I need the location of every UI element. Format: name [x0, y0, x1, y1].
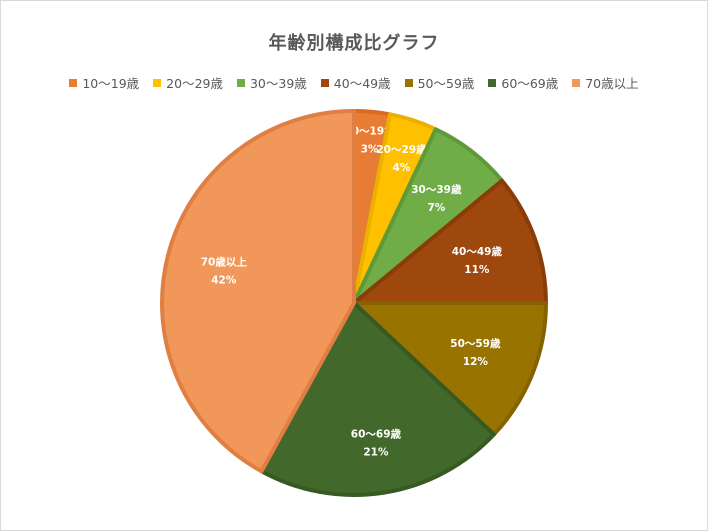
legend-swatch — [236, 78, 245, 87]
slice-percent-label: 21% — [363, 446, 389, 458]
pie-slice — [352, 178, 548, 305]
legend-swatch — [153, 78, 162, 87]
legend-item: 40〜49歳 — [320, 73, 391, 92]
legend-swatch — [572, 78, 581, 87]
slice-percent-label: 4% — [393, 162, 411, 174]
legend-item: 60〜69歳 — [488, 73, 558, 92]
legend-label: 70歳以上 — [585, 76, 639, 91]
legend-label: 60〜69歳 — [501, 76, 559, 91]
legend-swatch — [69, 78, 78, 87]
slice-percent-label: 11% — [464, 264, 490, 276]
slice-category-label: 60〜69歳 — [351, 427, 402, 440]
slice-category-label: 40〜49歳 — [452, 245, 503, 258]
legend-item: 50〜59歳 — [404, 73, 475, 92]
slice-category-label: 30〜39歳 — [411, 183, 462, 196]
slice-category-label: 50〜59歳 — [450, 337, 501, 350]
legend-label: 30〜39歳 — [249, 76, 307, 91]
pie-slice — [160, 109, 356, 474]
slice-percent-label: 7% — [427, 202, 445, 214]
slice-percent-label: 3% — [361, 144, 379, 156]
chart-title: 年齢別構成比グラフ — [268, 33, 440, 54]
legend: 10〜19歳 20〜29歳 30〜39歳 40〜49歳 50〜59歳 60〜69… — [1, 73, 707, 92]
legend-item: 20〜29歳 — [153, 73, 223, 92]
legend-swatch — [404, 78, 413, 87]
legend-label: 40〜49歳 — [333, 76, 391, 91]
slice-percent-label: 42% — [211, 275, 237, 287]
slice-category-label: 70歳以上 — [201, 256, 248, 269]
legend-label: 50〜59歳 — [417, 76, 475, 91]
legend-label: 20〜29歳 — [166, 76, 223, 91]
slice-category-label: 20〜29歳 — [376, 143, 427, 156]
legend-swatch — [488, 78, 497, 87]
slice-percent-label: 12% — [463, 356, 489, 368]
legend-item: 30〜39歳 — [236, 73, 307, 92]
slice-category-label: 10〜19歳 — [344, 125, 395, 138]
legend-label: 10〜19歳 — [82, 76, 140, 91]
legend-item: 70歳以上 — [572, 73, 639, 92]
pie-slice — [352, 301, 548, 437]
pie-slice — [259, 301, 496, 497]
legend-item: 10〜19歳 — [69, 73, 139, 92]
legend-swatch — [320, 78, 329, 87]
